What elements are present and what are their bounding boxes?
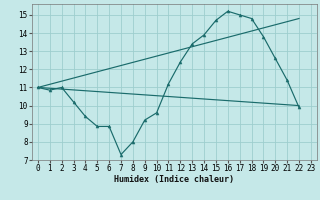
X-axis label: Humidex (Indice chaleur): Humidex (Indice chaleur)	[115, 175, 234, 184]
